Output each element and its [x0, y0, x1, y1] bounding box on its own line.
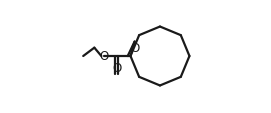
- Text: O: O: [130, 42, 139, 55]
- Text: O: O: [112, 62, 121, 74]
- Text: O: O: [99, 50, 108, 63]
